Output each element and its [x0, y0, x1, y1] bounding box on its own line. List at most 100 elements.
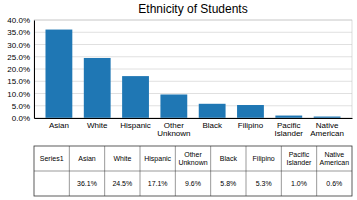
table-category: Hispanic [144, 155, 171, 163]
x-tick: PacificIslander [275, 121, 304, 139]
table-category-line: White [113, 155, 131, 162]
x-tick-label: Black [202, 121, 223, 130]
table-value: 1.0% [291, 180, 307, 187]
table-category: Asian [78, 155, 96, 162]
table-category-line: Pacific [289, 151, 310, 158]
y-tick: 15.0% [7, 77, 30, 86]
y-tick-label: 30.0% [7, 41, 30, 50]
y-tick: 25.0% [7, 53, 30, 62]
table-series-name-line: Series1 [40, 155, 64, 162]
x-tick: NativeAmerican [310, 121, 344, 139]
plot-frame [34, 20, 352, 118]
table-value: 24.5% [112, 180, 132, 187]
chart: Ethnicity of Students 0.0% 5.0% 10.0% 15.0% 2… [0, 0, 357, 200]
x-tick-label: OtherUnknown [157, 121, 190, 139]
axis-line [35, 118, 353, 119]
table-value: 0.6% [326, 180, 342, 187]
table-value-line: 9.6% [185, 180, 201, 187]
y-tick-label: 20.0% [7, 65, 30, 74]
y-tick-label: 15.0% [7, 77, 30, 86]
table-value-line: 5.3% [256, 180, 272, 187]
table-category: NativeAmerican [320, 151, 350, 166]
bar [275, 116, 302, 118]
x-tick: Filipino [238, 121, 264, 130]
x-tick-label-line: American [310, 129, 344, 138]
table-value-line: 24.5% [112, 180, 132, 187]
y-axis: 0.0% 5.0% 10.0% 15.0% 20.0% 25.0% 30.0% 35.0% 40… [7, 16, 34, 123]
grid-line [34, 69, 352, 70]
grid-line [34, 81, 352, 82]
title: Ethnicity of Students [138, 2, 247, 16]
y-tick-label: 10.0% [7, 90, 30, 99]
table-series-name: Series1 [40, 155, 64, 162]
table-category-line: Filipino [253, 155, 275, 163]
x-tick-label-line: Other [164, 121, 184, 130]
x-tick-label-line: Black [202, 121, 223, 130]
y-tick-label: 35.0% [7, 28, 30, 37]
table-category-line: Hispanic [144, 155, 171, 163]
grid-line [34, 93, 352, 94]
x-tick: Hispanic [120, 121, 151, 130]
x-tick: White [87, 121, 108, 130]
x-tick: OtherUnknown [157, 121, 190, 139]
x-tick-label-line: Pacific [277, 121, 301, 130]
table-category-line: Asian [78, 155, 96, 162]
y-tick: 0.0% [12, 114, 30, 123]
x-tick: Black [202, 121, 223, 130]
grid-line [34, 105, 352, 106]
table-value: 9.6% [185, 180, 201, 187]
data-table: Series1 Asian 36.1% White 24.5% Hispanic 17.1%… [34, 146, 352, 196]
table-border [34, 146, 352, 196]
x-tick-label-line: Asian [49, 121, 69, 130]
bar [122, 76, 149, 118]
y-tick-label: 40.0% [7, 16, 30, 25]
grid-line [34, 56, 352, 57]
x-tick-label: Hispanic [120, 121, 151, 130]
table-category-line: Black [220, 155, 238, 162]
table-value-line: 5.8% [220, 180, 236, 187]
table-value: 5.3% [256, 180, 272, 187]
table-category: White [113, 155, 131, 162]
y-tick: 35.0% [7, 28, 30, 37]
x-tick-label: Filipino [238, 121, 264, 130]
axis-line [34, 21, 35, 119]
y-tick: 10.0% [7, 90, 30, 99]
x-tick: Asian [49, 121, 69, 130]
x-tick-label-line: White [87, 121, 108, 130]
x-tick-label: White [87, 121, 108, 130]
grid [34, 20, 352, 118]
table-value-line: 0.6% [326, 180, 342, 187]
x-tick-label: NativeAmerican [310, 121, 344, 139]
x-tick-label-line: Filipino [238, 121, 264, 130]
y-tick: 40.0% [7, 16, 30, 25]
table-category: Black [220, 155, 238, 162]
bars [45, 30, 340, 118]
x-tick-label-line: Hispanic [120, 121, 151, 130]
x-tick-label: PacificIslander [275, 121, 304, 139]
table-value: 5.8% [220, 180, 236, 187]
y-tick-label: 5.0% [12, 102, 30, 111]
table-value-line: 36.1% [77, 180, 97, 187]
table-divider [34, 171, 352, 172]
table-category-line: American [320, 159, 350, 166]
y-tick-label: 0.0% [12, 114, 30, 123]
bar [84, 58, 111, 118]
bar [199, 104, 226, 118]
table-category-line: Unknown [178, 159, 207, 166]
table-category: PacificIslander [287, 151, 313, 166]
table-category: OtherUnknown [178, 151, 207, 166]
y-tick-label: 25.0% [7, 53, 30, 62]
bar [160, 94, 187, 118]
x-tick-label-line: Unknown [157, 129, 190, 138]
x-axis: Asian White Hispanic OtherUnknown Black Filip… [35, 119, 353, 139]
table-category-line: Islander [287, 159, 313, 166]
table-value-line: 1.0% [291, 180, 307, 187]
table-value: 36.1% [77, 180, 97, 187]
table-value: 17.1% [148, 180, 168, 187]
bar [45, 30, 72, 118]
grid-line [34, 118, 352, 119]
y-tick: 5.0% [12, 102, 30, 111]
table-category-line: Other [184, 151, 202, 158]
x-tick-label: Asian [49, 121, 69, 130]
table-category-line: Native [324, 151, 344, 158]
